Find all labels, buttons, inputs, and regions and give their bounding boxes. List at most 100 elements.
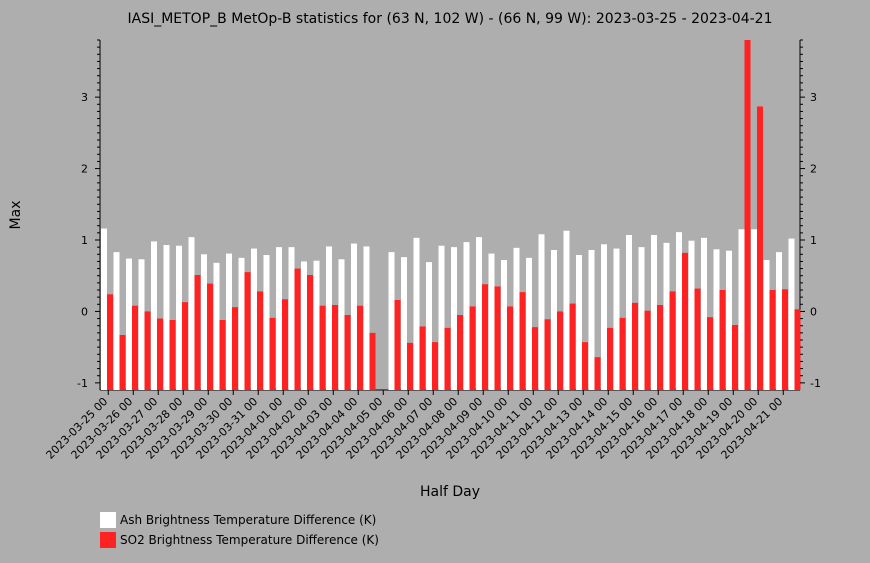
legend-swatch-ash	[100, 512, 116, 528]
y-axis-label: Max	[8, 201, 24, 230]
plot-bars	[101, 40, 801, 390]
so2-bar-2	[132, 305, 138, 390]
so2-bar-27	[444, 327, 451, 390]
so2-bar-17	[319, 305, 326, 390]
ash-bar-40	[601, 244, 607, 390]
legend-label-ash: Ash Brightness Temperature Difference (K…	[120, 513, 377, 527]
ash-bar-48	[701, 237, 707, 390]
so2-bar-39	[594, 357, 601, 390]
legend-swatch-so2	[100, 532, 116, 548]
so2-bar-50	[732, 325, 738, 390]
so2-bar-40	[607, 327, 613, 390]
ash-bar-35	[538, 234, 545, 390]
so2-bar-46	[682, 252, 688, 390]
ash-bar-43	[638, 247, 645, 390]
ash-bar-38	[576, 255, 582, 390]
so2-bar-14	[282, 299, 288, 390]
ash-bar-11	[238, 257, 245, 390]
so2-bar-4	[157, 318, 163, 390]
ash-bar-46	[676, 232, 682, 390]
ash-bar-44	[651, 235, 657, 390]
so2-bar-29	[469, 306, 476, 390]
so2-bar-38	[582, 342, 588, 390]
ash-bar-5	[163, 245, 170, 390]
ash-bar-7	[188, 237, 195, 390]
so2-bar-6	[182, 302, 188, 390]
ash-bar-49	[713, 249, 720, 390]
so2-bar-26	[432, 342, 438, 390]
ash-bar-50	[726, 250, 732, 390]
ash-bar-18	[326, 246, 332, 390]
ash-bar-41	[613, 248, 620, 390]
ash-bar-21	[363, 246, 370, 390]
ash-bar-9	[213, 262, 220, 390]
ash-bar-25	[413, 237, 420, 390]
so2-bar-20	[357, 305, 363, 390]
y-tick-label-right-4: 3	[810, 91, 817, 104]
x-axis-label: Half Day	[420, 484, 480, 500]
so2-bar-47	[694, 288, 701, 390]
ash-bar-14	[276, 247, 282, 390]
so2-bar-3	[144, 311, 151, 390]
ash-bar-37	[563, 230, 570, 390]
ash-bar-54	[776, 252, 782, 390]
so2-bar-11	[244, 272, 251, 390]
ash-bar-23	[388, 252, 395, 390]
so2-bar-37	[569, 303, 576, 390]
ash-bar-2	[126, 258, 132, 390]
so2-bar-43	[644, 310, 651, 390]
legend-label-so2: SO2 Brightness Temperature Difference (K…	[120, 533, 379, 547]
ash-bar-29	[463, 242, 470, 390]
ash-bar-20	[351, 243, 357, 390]
ash-bar-6	[176, 245, 182, 390]
so2-bar-18	[332, 305, 338, 390]
y-tick-label-right-1: 0	[810, 305, 817, 318]
y-tick-label-left-3: 2	[81, 163, 88, 176]
ash-bar-51	[738, 229, 745, 390]
so2-bar-9	[219, 320, 226, 390]
ash-bar-13	[263, 255, 270, 390]
ash-bar-12	[251, 248, 257, 390]
so2-bar-55	[794, 309, 801, 390]
y-tick-label-right-0: -1	[810, 377, 821, 390]
so2-bar-5	[169, 320, 176, 390]
so2-bar-36	[557, 311, 563, 390]
so2-bar-16	[307, 275, 313, 390]
so2-bar-25	[419, 326, 426, 390]
ash-bar-24	[401, 257, 407, 390]
so2-bar-19	[344, 315, 351, 390]
so2-bar-31	[494, 286, 501, 390]
so2-bar-48	[707, 317, 713, 390]
y-tick-label-left-1: 0	[81, 305, 88, 318]
ash-bar-27	[438, 245, 445, 390]
ash-bar-52	[751, 229, 757, 390]
ash-bar-16	[301, 261, 307, 390]
so2-bar-45	[669, 291, 676, 390]
y-tick-label-left-4: 3	[81, 91, 88, 104]
ash-bar-36	[551, 250, 557, 390]
so2-bar-0	[107, 294, 113, 390]
so2-bar-1	[119, 335, 126, 390]
ash-bar-39	[588, 250, 595, 390]
so2-bar-33	[519, 292, 526, 390]
ash-bar-53	[763, 260, 770, 390]
ash-bar-55	[788, 238, 795, 390]
ash-bar-34	[526, 257, 532, 390]
so2-bar-12	[257, 291, 263, 390]
so2-bar-23	[394, 300, 401, 390]
ash-bar-30	[476, 237, 482, 390]
so2-bar-7	[194, 275, 201, 390]
so2-bar-10	[232, 307, 238, 390]
ash-bar-33	[513, 247, 520, 390]
so2-bar-41	[619, 317, 626, 390]
ash-bar-45	[663, 242, 670, 390]
y-tick-label-right-3: 2	[810, 163, 817, 176]
y-tick-label-right-2: 1	[810, 234, 817, 247]
so2-bar-8	[207, 283, 213, 390]
ash-bar-47	[688, 240, 695, 390]
so2-bar-24	[407, 342, 413, 390]
ash-bar-26	[426, 262, 432, 390]
y-tick-label-left-0: -1	[77, 377, 88, 390]
